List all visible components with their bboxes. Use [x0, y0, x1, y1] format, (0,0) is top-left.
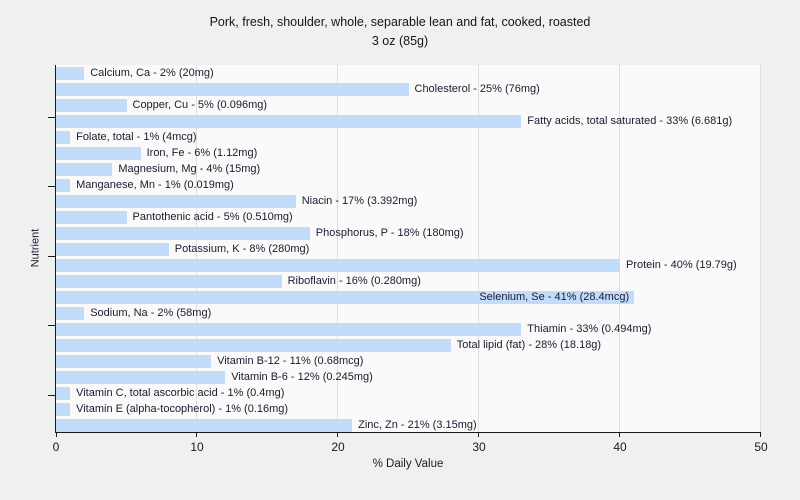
x-tick-label: 0 [52, 440, 60, 454]
gridline [478, 65, 479, 432]
x-tick-label: 50 [754, 440, 768, 454]
x-tick-mark [760, 432, 761, 437]
bar-label: Fatty acids, total saturated - 33% (6.68… [527, 115, 733, 127]
y-tick-mark [48, 325, 56, 327]
bar-label: Manganese, Mn - 1% (0.019mg) [76, 179, 234, 191]
bar-row: Phosphorus, P - 18% (180mg) [56, 225, 760, 241]
bar-label: Vitamin C, total ascorbic acid - 1% (0.4… [76, 387, 285, 399]
gridline [337, 65, 338, 432]
bar-label: Phosphorus, P - 18% (180mg) [315, 227, 464, 239]
bar-row: Folate, total - 1% (4mcg) [56, 129, 760, 145]
bar-label: Cholesterol - 25% (76mg) [414, 83, 540, 95]
y-tick-mark [48, 395, 56, 397]
bar-label: Vitamin B-12 - 11% (0.68mcg) [217, 355, 364, 367]
bar-row: Pantothenic acid - 5% (0.510mg) [56, 209, 760, 225]
bar-row: Niacin - 17% (3.392mg) [56, 193, 760, 209]
bar-label: Iron, Fe - 6% (1.12mg) [146, 147, 258, 159]
nutrient-bar [56, 98, 127, 112]
nutrient-bar [56, 338, 451, 352]
plot-area: Nutrient % Daily Value Calcium, Ca - 2% … [29, 65, 768, 470]
bar-label: Folate, total - 1% (4mcg) [76, 131, 197, 143]
x-axis-label: % Daily Value [372, 458, 444, 470]
nutrient-bar [56, 258, 620, 272]
bar-row: Potassium, K - 8% (280mg) [56, 241, 760, 257]
bar-row: Thiamin - 33% (0.494mg) [56, 321, 760, 337]
bar-row: Fatty acids, total saturated - 33% (6.68… [56, 113, 760, 129]
nutrient-bar [56, 290, 635, 304]
chart-title-block: Pork, fresh, shoulder, whole, separable … [0, 13, 800, 51]
nutrient-bar [56, 274, 282, 288]
bar-label: Zinc, Zn - 21% (3.15mg) [358, 419, 477, 431]
nutrient-bar [56, 370, 226, 384]
nutrient-bar [56, 322, 522, 336]
gridline [619, 65, 620, 432]
bar-row: Selenium, Se - 41% (28.4mcg) [56, 289, 760, 305]
x-tick-label: 30 [472, 440, 486, 454]
bar-label: Calcium, Ca - 2% (20mg) [90, 67, 214, 79]
nutrient-bar [56, 146, 141, 160]
y-tick-mark [48, 255, 56, 257]
bar-row: Magnesium, Mg - 4% (15mg) [56, 161, 760, 177]
x-tick-mark [337, 432, 338, 437]
x-tick-mark [619, 432, 620, 437]
x-tick-mark [56, 432, 57, 437]
bar-label: Magnesium, Mg - 4% (15mg) [118, 163, 261, 175]
bar-label: Sodium, Na - 2% (58mg) [90, 307, 212, 319]
y-tick-mark [48, 186, 56, 188]
x-tick-label: 20 [331, 440, 345, 454]
nutrient-bar [56, 354, 212, 368]
bar-label: Vitamin E (alpha-tocopherol) - 1% (0.16m… [76, 403, 289, 415]
y-axis-label: Nutrient [29, 228, 42, 267]
bar-label: Pantothenic acid - 5% (0.510mg) [132, 211, 293, 223]
bar-row: Copper, Cu - 5% (0.096mg) [56, 97, 760, 113]
bar-row: Vitamin E (alpha-tocopherol) - 1% (0.16m… [56, 401, 760, 417]
chart-subtitle: 3 oz (85g) [371, 34, 429, 48]
bar-label: Riboflavin - 16% (0.280mg) [287, 275, 421, 287]
bar-row: Riboflavin - 16% (0.280mg) [56, 273, 760, 289]
bar-label: Potassium, K - 8% (280mg) [174, 243, 310, 255]
chart-title: Pork, fresh, shoulder, whole, separable … [209, 15, 591, 29]
nutrient-bar [56, 418, 353, 432]
bar-row: Vitamin B-12 - 11% (0.68mcg) [56, 353, 760, 369]
bar-row: Total lipid (fat) - 28% (18.18g) [56, 337, 760, 353]
bar-label: Selenium, Se - 41% (28.4mcg) [479, 291, 630, 303]
x-tick-mark [196, 432, 197, 437]
bar-label: Copper, Cu - 5% (0.096mg) [132, 99, 268, 111]
nutrient-bar [56, 226, 310, 240]
nutrient-bar [56, 386, 71, 400]
bar-row: Protein - 40% (19.79g) [56, 257, 760, 273]
bar-label: Thiamin - 33% (0.494mg) [527, 323, 652, 335]
x-tick-mark [478, 432, 479, 437]
bar-label: Vitamin B-6 - 12% (0.245mg) [231, 371, 373, 383]
x-tick-label: 40 [613, 440, 627, 454]
nutrient-bar [56, 306, 85, 320]
gridline [760, 65, 761, 432]
nutrient-bar [56, 130, 71, 144]
gridline [196, 65, 197, 432]
bar-label: Total lipid (fat) - 28% (18.18g) [456, 339, 602, 351]
x-tick-label: 10 [190, 440, 204, 454]
bar-row: Iron, Fe - 6% (1.12mg) [56, 145, 760, 161]
nutrient-bar [56, 114, 522, 128]
bar-row: Vitamin B-6 - 12% (0.245mg) [56, 369, 760, 385]
bar-label: Protein - 40% (19.79g) [626, 259, 737, 271]
nutrient-bar [56, 194, 296, 208]
nutrient-bar [56, 242, 169, 256]
bar-row: Calcium, Ca - 2% (20mg) [56, 65, 760, 81]
bar-row: Manganese, Mn - 1% (0.019mg) [56, 177, 760, 193]
nutrient-bar [56, 210, 127, 224]
nutrient-bar [56, 82, 409, 96]
bar-row: Zinc, Zn - 21% (3.15mg) [56, 417, 760, 433]
nutrient-bar [56, 402, 71, 416]
nutrient-bar [56, 162, 113, 176]
nutrient-bar [56, 66, 85, 80]
bar-row: Vitamin C, total ascorbic acid - 1% (0.4… [56, 385, 760, 401]
bar-label: Niacin - 17% (3.392mg) [301, 195, 418, 207]
bar-row: Cholesterol - 25% (76mg) [56, 81, 760, 97]
bar-row: Sodium, Na - 2% (58mg) [56, 305, 760, 321]
nutrient-bar [56, 178, 71, 192]
y-tick-mark [48, 116, 56, 118]
